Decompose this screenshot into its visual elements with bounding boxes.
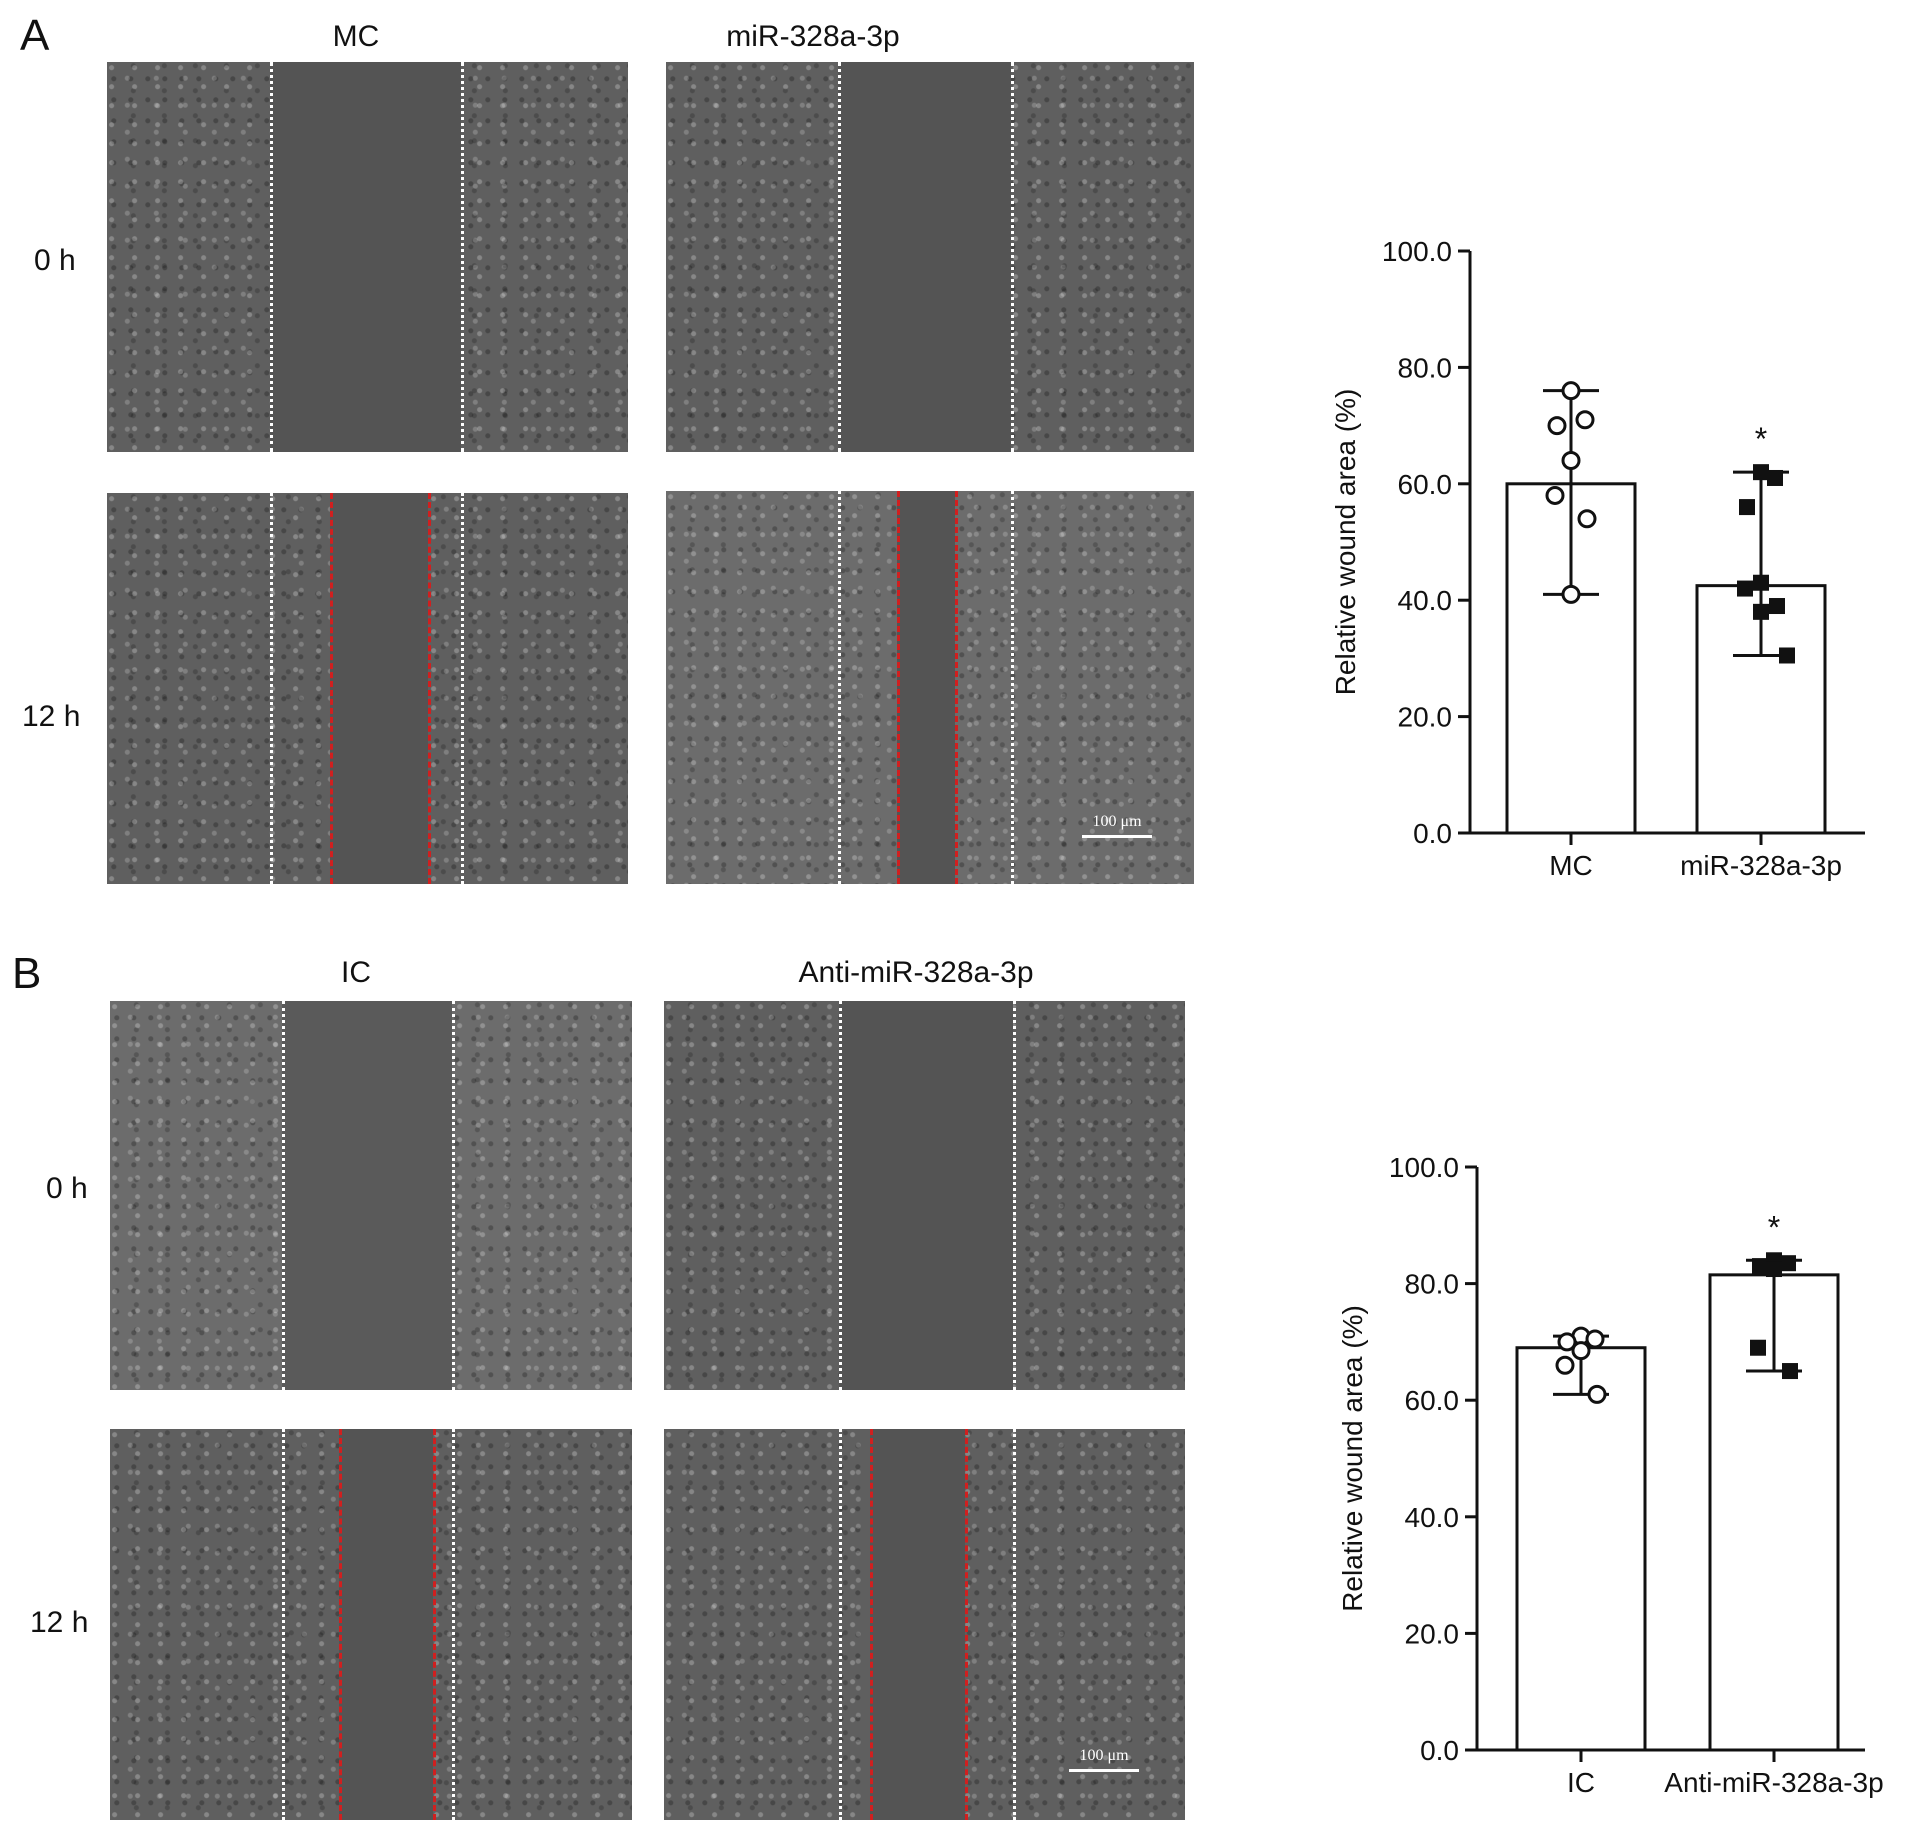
data-point — [1753, 574, 1769, 591]
column-title-mir: miR-328a-3p — [726, 20, 900, 53]
row-label-12h-b: 12 h — [30, 1606, 89, 1639]
y-tick-label: 20.0 — [1398, 702, 1453, 733]
panel-letter-b: B — [12, 949, 42, 998]
x-tick-label: miR-328a-3p — [1680, 850, 1842, 881]
scale-bar-label-b: 100 μm — [1079, 1747, 1129, 1764]
y-tick-label: 80.0 — [1405, 1269, 1460, 1300]
x-tick-label: Anti-miR-328a-3p — [1664, 1767, 1883, 1798]
micrograph-mc-0h — [107, 62, 628, 452]
micrograph-mc-12h — [107, 493, 628, 884]
significance-marker: * — [1755, 421, 1767, 457]
y-tick-label: 40.0 — [1405, 1502, 1460, 1533]
y-axis-label: Relative wound area (%) — [1330, 389, 1361, 696]
panel-letter-a: A — [20, 11, 50, 60]
data-point — [1739, 499, 1755, 516]
data-point — [1561, 584, 1581, 604]
y-tick-label: 0.0 — [1413, 818, 1452, 849]
column-title-anti: Anti-miR-328a-3p — [798, 956, 1034, 989]
data-point — [1753, 464, 1769, 481]
y-tick-label: 60.0 — [1398, 469, 1453, 500]
chart-a: 0.0 20.0 40.0 60.0 80.0 100.0 Relative wound a… — [1330, 236, 1865, 881]
data-point — [1752, 1258, 1768, 1275]
y-tick-label: 80.0 — [1398, 352, 1453, 383]
y-tick-label: 0.0 — [1420, 1735, 1459, 1766]
scale-bar-b: 100 μm — [1069, 1747, 1139, 1772]
data-point — [1780, 1255, 1796, 1272]
y-tick-label: 20.0 — [1405, 1618, 1460, 1649]
y-tick-label: 40.0 — [1398, 585, 1453, 616]
data-point — [1585, 1329, 1605, 1349]
significance-marker: * — [1768, 1209, 1780, 1245]
y-tick-label: 100.0 — [1389, 1152, 1459, 1183]
data-point — [1782, 1363, 1798, 1380]
data-point — [1577, 509, 1597, 529]
x-tick-label: MC — [1549, 850, 1593, 881]
column-title-mc: MC — [332, 20, 380, 53]
scale-bar-a: 100 μm — [1082, 813, 1152, 838]
row-label-0h-a: 0 h — [34, 244, 76, 277]
y-axis-label: Relative wound area (%) — [1337, 1305, 1368, 1612]
data-point — [1769, 598, 1785, 615]
scale-bar-label-a: 100 μm — [1092, 813, 1142, 830]
x-tick-label: IC — [1567, 1767, 1595, 1798]
micrograph-mir-0h — [666, 62, 1194, 452]
data-point — [1575, 410, 1595, 430]
micrograph-mir-12h: 100 μm — [666, 491, 1194, 884]
data-point — [1587, 1384, 1607, 1404]
row-label-12h-a: 12 h — [22, 700, 81, 733]
y-tick-label: 60.0 — [1405, 1385, 1460, 1416]
micrograph-anti-12h: 100 μm — [664, 1429, 1185, 1820]
data-point — [1779, 647, 1795, 664]
data-point — [1737, 580, 1753, 597]
micrograph-ic-12h — [110, 1429, 632, 1820]
data-point — [1561, 381, 1581, 401]
y-tick-label: 100.0 — [1382, 236, 1452, 267]
data-point — [1766, 1261, 1782, 1278]
data-point — [1547, 416, 1567, 436]
micrograph-ic-0h — [110, 1001, 632, 1390]
column-title-ic: IC — [341, 956, 371, 989]
data-point — [1571, 1341, 1591, 1361]
data-point — [1557, 1332, 1577, 1352]
micrograph-anti-0h — [664, 1001, 1185, 1390]
data-point — [1545, 485, 1565, 505]
chart-b: 0.0 20.0 40.0 60.0 80.0 100.0 Relative wound a… — [1337, 1152, 1884, 1798]
data-point — [1750, 1339, 1766, 1356]
row-label-0h-b: 0 h — [46, 1172, 88, 1205]
data-point — [1555, 1355, 1575, 1375]
data-point — [1767, 469, 1783, 486]
data-point — [1561, 451, 1581, 471]
data-point — [1753, 603, 1769, 620]
bar — [1515, 1346, 1647, 1752]
